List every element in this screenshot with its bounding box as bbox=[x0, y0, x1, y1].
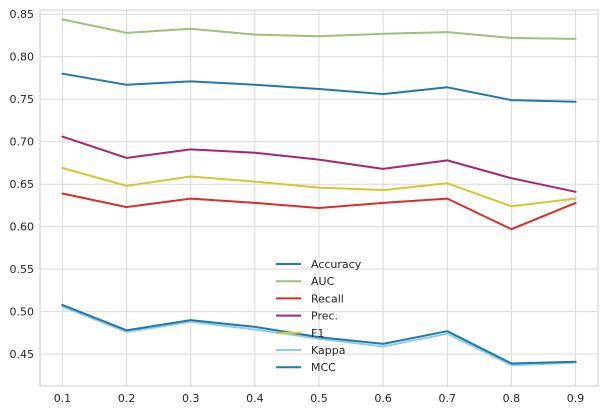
y-tick-label: 0.80 bbox=[10, 51, 35, 64]
series-line-prec bbox=[61, 135, 577, 193]
series-line-mcc bbox=[61, 303, 577, 365]
x-tick-label: 0.3 bbox=[182, 392, 200, 405]
y-tick-label: 0.55 bbox=[10, 263, 35, 276]
y-tick-label: 0.45 bbox=[10, 348, 35, 361]
legend-label-recall: Recall bbox=[311, 292, 344, 305]
legend-label-mcc: MCC bbox=[311, 361, 336, 374]
x-tick-label: 0.8 bbox=[503, 392, 521, 405]
x-tick-label: 0.1 bbox=[54, 392, 72, 405]
legend-label-auc: AUC bbox=[311, 275, 335, 288]
series-line-auc bbox=[61, 18, 577, 40]
x-tick-label: 0.2 bbox=[118, 392, 136, 405]
x-tick-label: 0.4 bbox=[246, 392, 264, 405]
x-tick-label: 0.9 bbox=[567, 392, 585, 405]
series-lines bbox=[61, 18, 577, 367]
y-tick-label: 0.65 bbox=[10, 178, 35, 191]
legend-label-prec: Prec. bbox=[311, 310, 338, 323]
series-line-kappa bbox=[61, 305, 577, 367]
y-axis: 0.45 0.50 0.55 0.60 0.65 0.70 0.75 0.80 0.85 bbox=[10, 8, 35, 361]
legend-label-kappa: Kappa bbox=[311, 344, 345, 357]
legend: Accuracy AUC Recall Prec. F1 Kappa MCC bbox=[276, 258, 362, 374]
x-tick-label: 0.7 bbox=[439, 392, 457, 405]
x-axis: 0.1 0.2 0.3 0.4 0.5 0.6 0.7 0.8 0.9 bbox=[54, 392, 585, 405]
series-line-recall bbox=[61, 192, 577, 231]
y-tick-label: 0.70 bbox=[10, 136, 35, 149]
legend-label-f1: F1 bbox=[311, 327, 324, 340]
series-line-accuracy bbox=[61, 72, 577, 103]
y-tick-label: 0.60 bbox=[10, 221, 35, 234]
y-tick-label: 0.75 bbox=[10, 93, 35, 106]
legend-label-accuracy: Accuracy bbox=[311, 258, 362, 271]
y-tick-label: 0.50 bbox=[10, 306, 35, 319]
x-tick-label: 0.6 bbox=[374, 392, 392, 405]
series-line-f1 bbox=[61, 167, 577, 208]
y-tick-label: 0.85 bbox=[10, 8, 35, 21]
x-tick-label: 0.5 bbox=[310, 392, 328, 405]
